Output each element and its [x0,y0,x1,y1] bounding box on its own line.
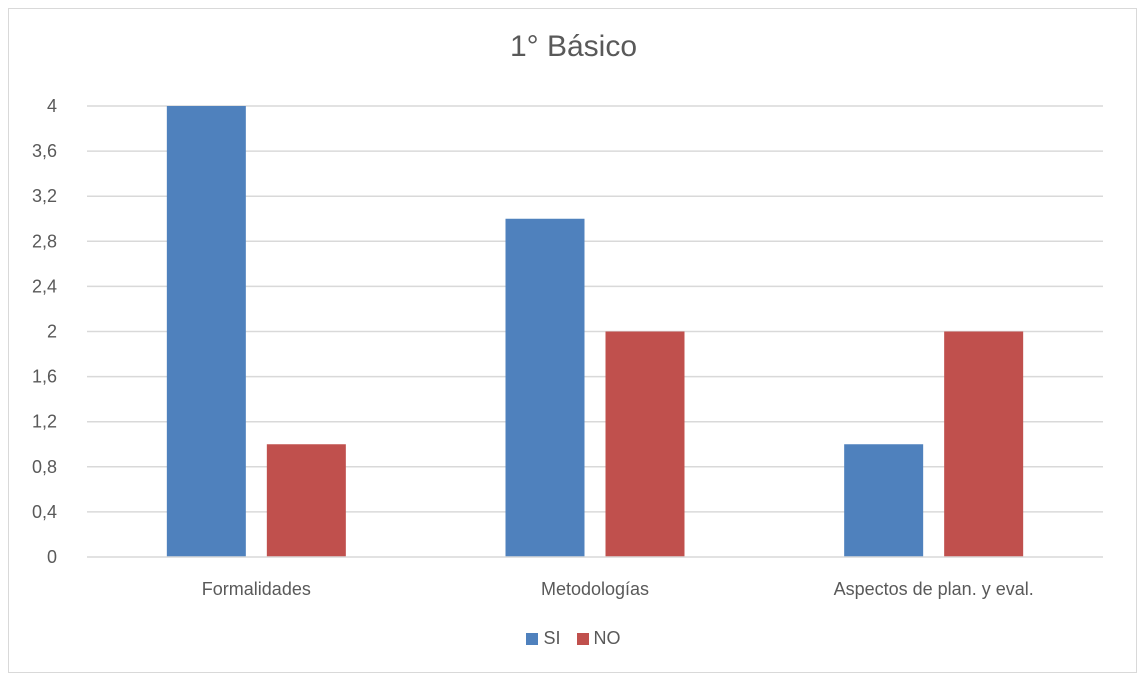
y-tick-label: 3,6 [32,141,57,161]
y-tick-label: 2,8 [32,231,57,251]
y-tick-label: 3,2 [32,186,57,206]
bar-si-2 [505,218,585,557]
bars [166,106,1024,557]
y-tick-label: 0,8 [32,457,57,477]
x-tick-label: Metodologías [541,579,649,599]
legend-item-no: NO [576,628,621,649]
gridlines [87,105,1103,513]
legend-item-si: SI [526,628,561,649]
legend-label-no: NO [593,628,621,648]
y-tick-label: 2 [47,322,57,342]
legend: SI NO [0,628,1147,649]
y-tick-label: 4 [47,96,57,116]
x-tick-label: Formalidades [202,579,311,599]
legend-swatch-si [526,632,539,645]
x-axis-ticks: Formalidades Metodologías Aspectos de plan… [202,579,1034,599]
bar-si-3 [844,444,924,557]
x-tick-label: Aspectos de plan. y eval. [834,579,1034,599]
y-tick-label: 1,2 [32,412,57,432]
bar-si-1 [166,106,246,557]
y-tick-label: 0 [47,547,57,567]
legend-label-si: SI [543,628,561,648]
legend-swatch-no [576,632,589,645]
bar-no-2 [605,331,685,557]
y-tick-label: 0,4 [32,502,57,522]
y-tick-label: 1,6 [32,367,57,387]
y-axis-ticks: 0 0,4 0,8 1,2 1,6 2 2,4 2,8 3,2 3,6 4 [32,96,57,567]
y-tick-label: 2,4 [32,276,57,296]
bar-no-1 [266,444,346,557]
chart-title: 1° Básico [509,30,638,63]
bar-no-3 [944,331,1024,557]
